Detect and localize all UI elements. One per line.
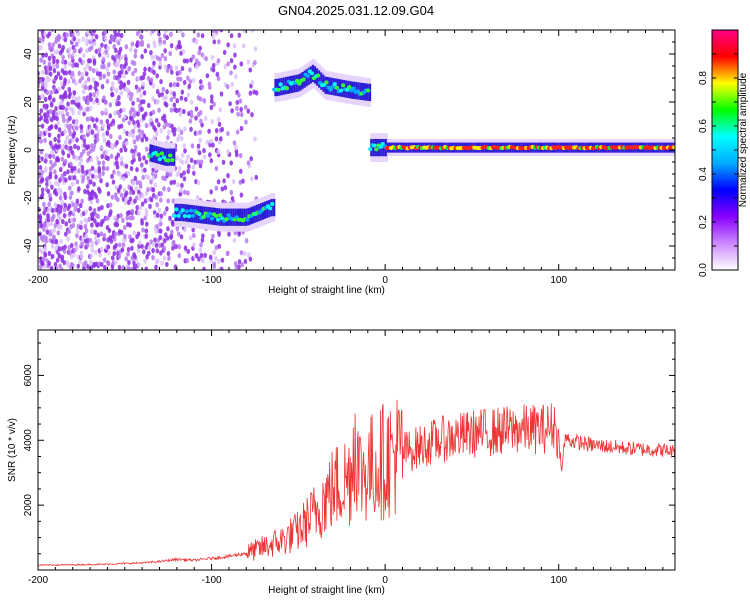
heatmap-ytick-label: 0 — [23, 147, 34, 153]
line-ytick-label: 6000 — [23, 364, 34, 387]
heatmap-xtick-label: -200 — [28, 275, 48, 286]
line-xlabel: Height of straight line (km) — [268, 585, 385, 596]
snr-series-line — [38, 399, 675, 567]
colorbar-label: Normalized spectral amplitude — [738, 72, 749, 207]
heatmap-xtick-label: -100 — [202, 275, 222, 286]
snr-line-plot — [38, 399, 675, 567]
line-ytick-label: 2000 — [23, 494, 34, 517]
line-xtick-label: 100 — [550, 575, 567, 586]
line-ylabel: SNR (10 * v/v) — [7, 418, 18, 482]
heatmap-xtick-label: 0 — [382, 275, 388, 286]
line-xtick-label: -200 — [28, 575, 48, 586]
line-ytick-label: 4000 — [23, 429, 34, 452]
colorbar-tick-label: 0.2 — [698, 215, 709, 229]
line-xtick-label: -100 — [202, 575, 222, 586]
colorbar: 0.0 0.2 0.4 0.6 0.8 Normalized spectral ampli… — [698, 29, 749, 277]
colorbar-tick-label: 0.0 — [698, 263, 709, 277]
heatmap-xlabel: Height of straight line (km) — [268, 285, 385, 296]
heatmap-xtick-label: 100 — [550, 275, 567, 286]
colorbar-tick-label: 0.8 — [698, 71, 709, 85]
line-frame — [37, 329, 676, 571]
colorbar-gradient — [711, 29, 739, 271]
heatmap-ytick-label: 20 — [23, 96, 34, 108]
colorbar-tick-label: 0.4 — [698, 167, 709, 181]
colorbar-tick-label: 0.6 — [698, 119, 709, 133]
chart-title: GN04.2025.031.12.09.G04 — [277, 3, 435, 18]
heatmap-ytick-label: -40 — [23, 238, 34, 253]
heatmap-ytick-label: 40 — [23, 48, 34, 60]
heatmap-ytick-label: -20 — [23, 190, 34, 205]
line-xtick-label: 0 — [382, 575, 388, 586]
spectrogram-heatmap — [38, 30, 675, 270]
heatmap-ylabel: Frequency (Hz) — [7, 116, 18, 185]
